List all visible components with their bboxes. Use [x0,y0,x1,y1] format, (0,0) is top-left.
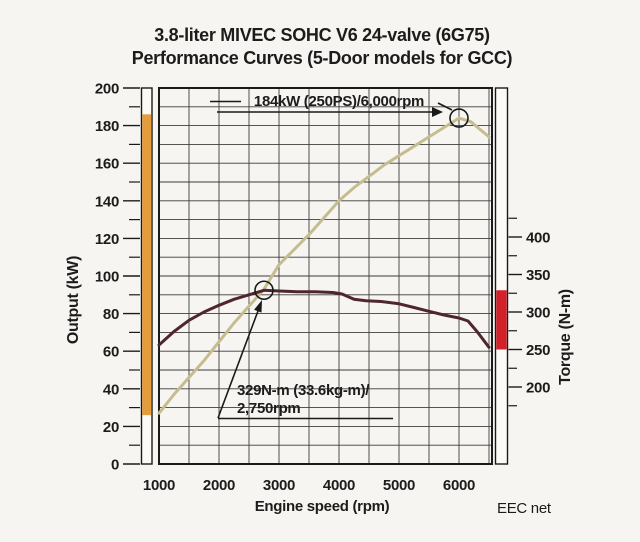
torque-curve [157,288,491,349]
arrowhead-up-icon [254,300,262,313]
range-bar-column [494,87,509,465]
max-power-label: 184kW (250PS)/6,000rpm [254,93,424,110]
y-left-tick-label: 120 [95,231,119,248]
x-tick-label: 2000 [203,477,235,494]
x-tick-label: 1000 [143,477,175,494]
y-left-tick-label: 100 [95,269,119,286]
max-torque-label-line2: 2,750rpm [237,400,300,417]
y-right-tick-label: 250 [526,342,550,359]
y-right-tick-label: 400 [526,230,550,247]
x-tick-label: 6000 [443,477,475,494]
callout-dash-right [437,102,453,111]
chart-title-line1: 3.8-liter MIVEC SOHC V6 24-valve (6G75) [154,25,490,45]
power-range-bar [142,114,152,416]
y-left-tick-label: 80 [103,306,119,323]
max-power-marker-circle [449,108,469,128]
annotation-markers [254,108,469,301]
range-bars [140,87,509,465]
y-right-tick-label: 350 [526,267,550,284]
y-left-axis-title: Output (kW) [65,256,82,344]
max-torque-annotation: 329N-m (33.6kg-m)/ 2,750rpm [217,300,393,420]
plot-frame [158,87,493,465]
output-power-curve [157,116,491,415]
x-tick-label: 5000 [383,477,415,494]
y-left-tick-label: 140 [95,193,119,210]
eec-net-note: EEC net [497,500,552,517]
axis-ticks [123,87,522,465]
y-right-tick-label: 200 [526,380,550,397]
y-right-axis-title: Torque (N-m) [557,289,574,385]
y-left-tick-label: 20 [103,419,119,436]
y-left-tick-label: 40 [103,381,119,398]
max-torque-marker-circle [254,280,274,301]
x-tick-label: 3000 [263,477,295,494]
max-torque-label-line1: 329N-m (33.6kg-m)/ [237,382,370,399]
curves [157,116,491,415]
axis-tick-labels: 0 20 40 60 80 100 120 140 160 180 200 200 250 300 350 4… [95,81,551,495]
y-left-tick-label: 160 [95,156,119,173]
chart-title-line2: Performance Curves (5-Door models for GC… [132,48,513,68]
y-right-tick-label: 300 [526,305,550,322]
y-left-tick-label: 60 [103,344,119,361]
max-power-annotation: 184kW (250PS)/6,000rpm [210,93,453,117]
x-axis-title: Engine speed (rpm) [255,498,390,515]
torque-range-bar [496,290,507,350]
grid [158,88,492,464]
y-left-tick-label: 0 [111,457,119,474]
x-tick-label: 4000 [323,477,355,494]
callout-arrow-line [217,310,259,419]
arrowhead-right-icon [432,107,443,117]
y-left-tick-label: 200 [95,81,119,98]
y-left-tick-label: 180 [95,118,119,135]
